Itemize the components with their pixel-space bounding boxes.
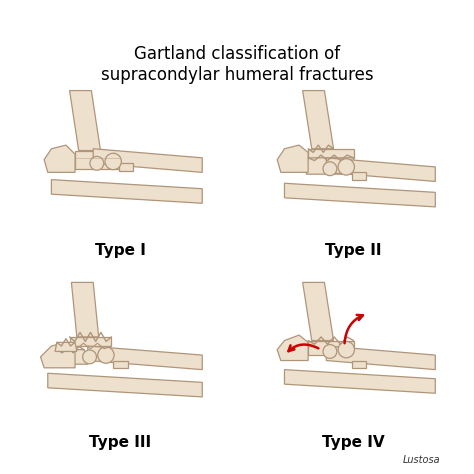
Polygon shape xyxy=(75,151,120,169)
Polygon shape xyxy=(352,173,366,180)
Polygon shape xyxy=(326,346,435,370)
Polygon shape xyxy=(93,149,202,173)
Text: Type III: Type III xyxy=(90,435,152,449)
Text: Type II: Type II xyxy=(325,243,382,258)
Text: Type I: Type I xyxy=(95,243,146,258)
Polygon shape xyxy=(308,149,354,158)
Text: Gartland classification of
supracondylar humeral fractures: Gartland classification of supracondylar… xyxy=(100,45,374,83)
Polygon shape xyxy=(53,350,88,364)
Polygon shape xyxy=(284,370,435,393)
Polygon shape xyxy=(51,180,202,203)
Text: Type IV: Type IV xyxy=(322,435,385,449)
Circle shape xyxy=(338,159,355,175)
Circle shape xyxy=(105,153,121,170)
Polygon shape xyxy=(40,342,75,368)
Polygon shape xyxy=(118,163,133,171)
Polygon shape xyxy=(44,145,75,173)
Text: Lustosa: Lustosa xyxy=(403,455,441,465)
Polygon shape xyxy=(113,361,128,368)
Polygon shape xyxy=(277,145,308,173)
Circle shape xyxy=(338,341,355,358)
Polygon shape xyxy=(48,373,202,397)
Polygon shape xyxy=(72,283,99,337)
Polygon shape xyxy=(70,337,111,346)
Circle shape xyxy=(90,156,104,170)
Polygon shape xyxy=(352,361,366,368)
Polygon shape xyxy=(70,91,100,151)
Polygon shape xyxy=(303,91,334,149)
Polygon shape xyxy=(303,283,334,340)
Polygon shape xyxy=(55,342,77,351)
Circle shape xyxy=(98,347,114,363)
Circle shape xyxy=(323,345,337,358)
Polygon shape xyxy=(88,346,202,370)
Circle shape xyxy=(323,162,337,176)
Polygon shape xyxy=(308,340,354,355)
Polygon shape xyxy=(326,158,435,182)
Polygon shape xyxy=(277,335,308,361)
Polygon shape xyxy=(306,158,356,174)
Circle shape xyxy=(82,350,97,364)
Polygon shape xyxy=(284,183,435,207)
